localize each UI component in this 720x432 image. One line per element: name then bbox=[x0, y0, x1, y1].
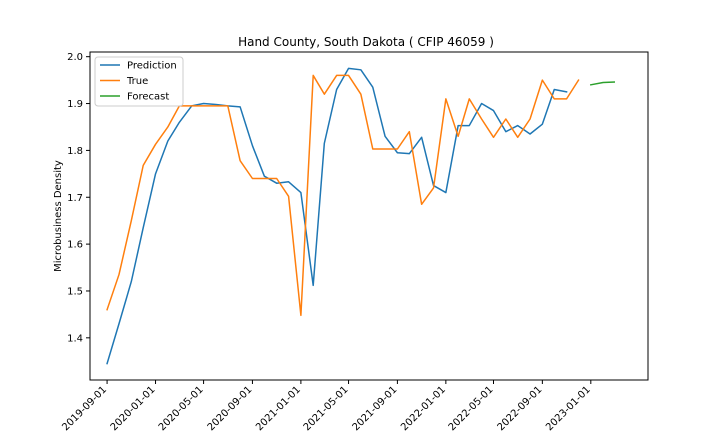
true-legend-label: True bbox=[126, 76, 148, 87]
chart-title: Hand County, South Dakota ( CFIP 46059 ) bbox=[238, 35, 494, 49]
y-tick-label: 1.6 bbox=[67, 240, 83, 251]
forecast-legend-label: Forecast bbox=[127, 92, 169, 103]
plot-frame bbox=[89, 51, 649, 381]
y-axis-label: Microbusiness Density bbox=[53, 160, 64, 272]
legend-box bbox=[94, 56, 184, 107]
true-series-line bbox=[106, 74, 580, 317]
y-tick-label: 1.8 bbox=[67, 146, 83, 157]
y-tick-label: 1.4 bbox=[67, 333, 83, 344]
y-tick-label: 2.0 bbox=[67, 52, 83, 63]
forecast-series-line bbox=[589, 81, 616, 86]
y-tick-label: 1.5 bbox=[67, 286, 83, 297]
prediction-legend-label: Prediction bbox=[127, 61, 177, 72]
prediction-series-line bbox=[106, 67, 568, 365]
y-tick-label: 1.9 bbox=[67, 99, 83, 110]
legend: Prediction True Forecast bbox=[94, 56, 184, 107]
y-tick-label: 1.7 bbox=[67, 193, 83, 204]
